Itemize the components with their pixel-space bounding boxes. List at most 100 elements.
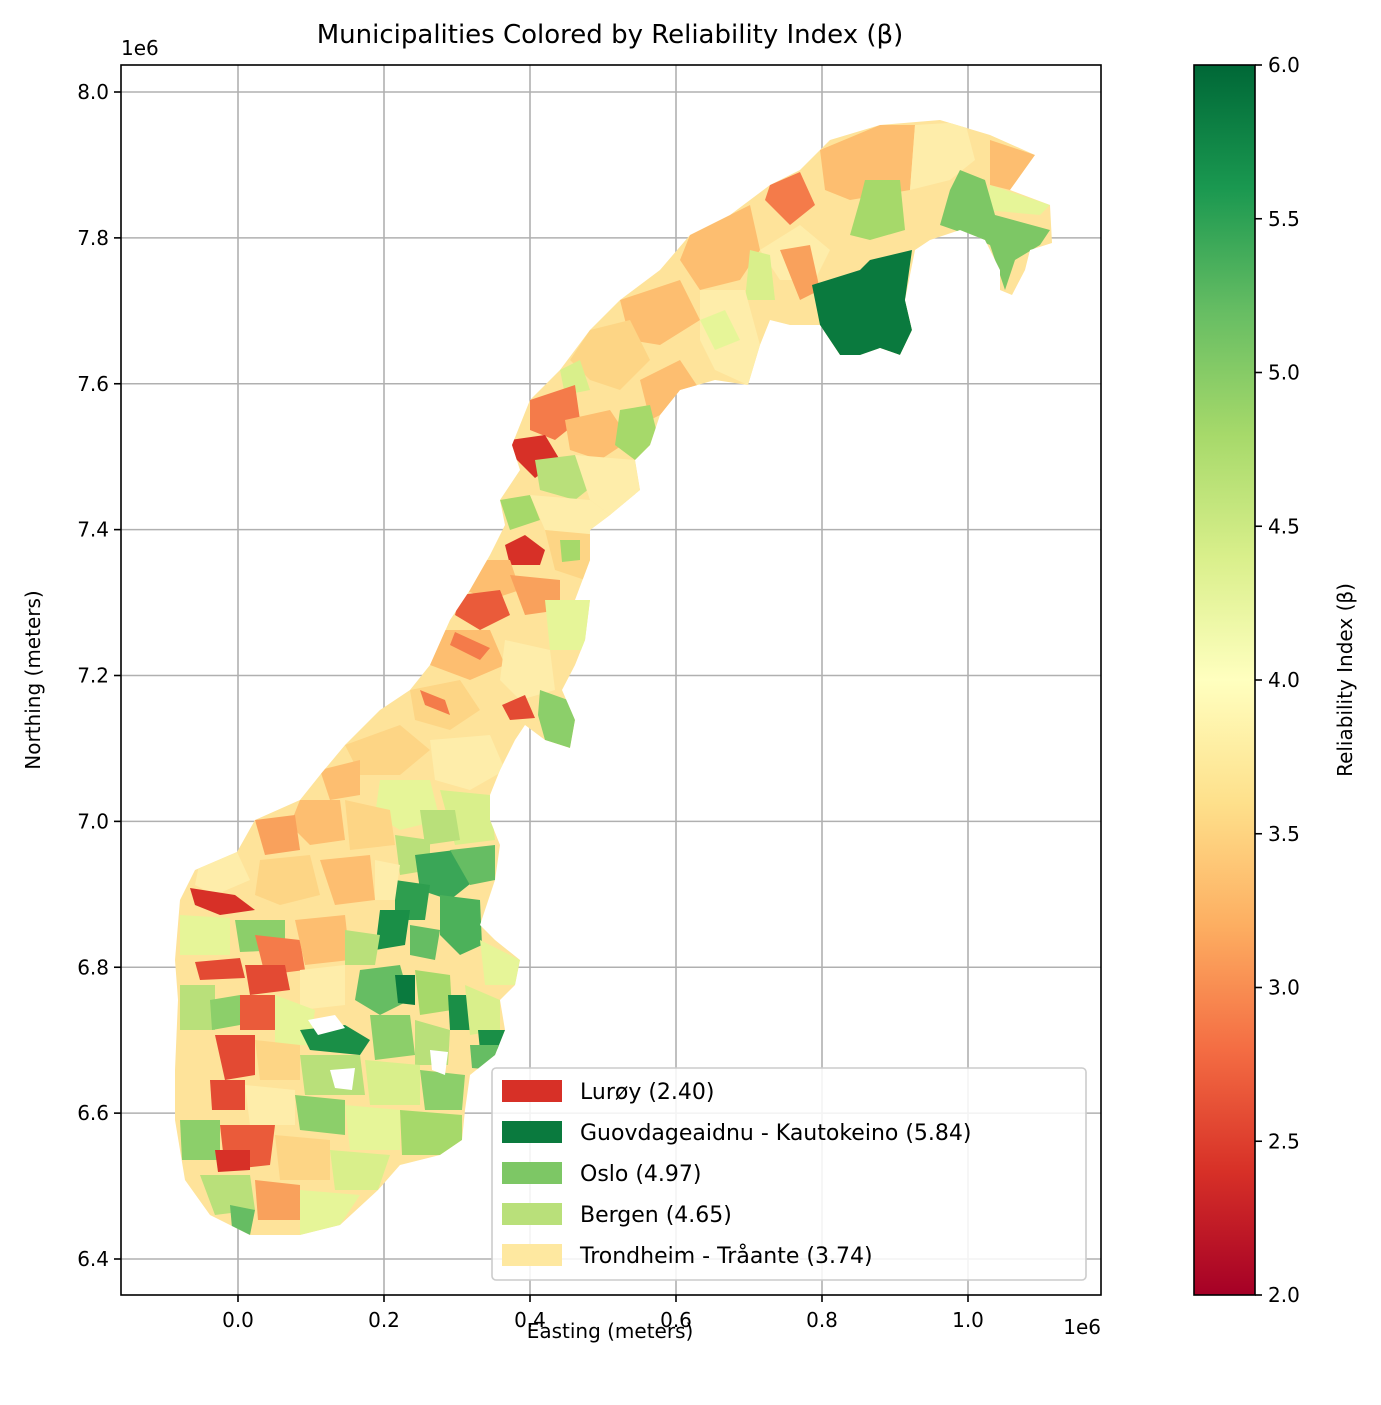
municipality-region [300,1190,360,1235]
legend-swatch [502,1121,562,1143]
legend-label: Trondheim - Tråante (3.74) [579,1243,873,1269]
municipality-region [345,1105,400,1150]
y-tick-label: 7.4 [77,518,109,542]
colorbar-gradient [1193,64,1256,1296]
municipality-region [180,915,230,955]
municipality-region [430,735,505,790]
municipality-region [180,985,215,1030]
municipality-region [940,170,1050,290]
norway-base [175,120,1052,1235]
municipality-region [320,855,375,905]
municipality-region [210,995,240,1030]
municipality-region [465,985,500,1035]
municipality-region [290,800,345,845]
municipality-region [530,495,610,535]
municipality-region-red [505,535,545,565]
colorbar-tick-label: 2.0 [1268,1283,1300,1307]
x-tick-label: 1.0 [952,1308,984,1332]
y-axis-offset-label: 1e6 [121,36,159,60]
lake-region [330,1068,355,1090]
municipality-region [395,975,415,1005]
municipality-region [295,915,350,965]
legend-items: Lurøy (2.40) Guovdageaidnu - Kautokeino (… [502,1080,972,1269]
municipality-region [255,855,320,905]
municipality-region [300,965,345,1010]
municipality-region [375,860,400,900]
municipality-region [538,690,575,748]
municipality-region [575,455,640,515]
municipality-region [200,1175,255,1215]
y-axis-label: Northing (meters) [21,590,45,769]
municipality-region [420,690,450,715]
colorbar-tick-label: 5.0 [1268,361,1300,385]
municipality-region [345,725,430,775]
colorbar-tick-label: 3.5 [1268,822,1300,846]
municipality-region [420,1070,465,1110]
municipality-region-red [190,888,255,915]
legend-label: Bergen (4.65) [580,1203,732,1228]
municipality-region [570,320,650,390]
municipality-region [780,245,820,300]
x-axis-ticks: 0.0 0.2 0.4 0.6 0.8 1.0 [222,1295,984,1332]
colorbar-tick-label: 5.5 [1268,207,1300,231]
x-tick-label: 0.4 [514,1308,546,1332]
x-axis-offset-label: 1e6 [1063,1315,1101,1339]
y-tick-label: 7.2 [77,664,109,688]
legend-swatch [502,1080,562,1102]
municipality-region [455,590,510,630]
legend-label: Oslo (4.97) [580,1162,702,1187]
municipality-region [850,180,905,240]
municipality-region [420,810,460,845]
municipality-region [410,925,440,960]
municipality-region [640,360,700,420]
y-tick-label: 6.6 [77,1101,109,1125]
municipality-region [180,1120,220,1160]
municipality-region [985,185,1050,215]
norway-map [175,120,1052,1235]
municipality-region [430,630,505,680]
municipality-region [365,1060,420,1105]
legend-swatch [502,1162,562,1184]
colorbar-tick-label: 2.5 [1268,1129,1300,1153]
y-axis-ticks: 6.4 6.6 6.8 7.0 7.2 7.4 7.6 7.8 8.0 [77,80,121,1271]
municipality-region-red [195,958,245,980]
municipality-region [545,600,590,650]
colorbar-tick-label: 4.0 [1268,668,1300,692]
municipality-region [215,1035,255,1080]
y-tick-label: 7.0 [77,809,109,833]
municipality-region [245,965,290,995]
municipality-region [230,1205,255,1235]
municipality-region [295,1095,345,1135]
colorbar-tick-label: 6.0 [1268,53,1300,77]
municipality-region [560,360,590,395]
x-axis-label: Easting (meters) [527,1319,694,1343]
axes-frame [120,64,1102,1296]
municipality-region [450,632,490,660]
municipality-region [415,970,452,1015]
municipality-region [330,1150,390,1190]
municipality-region [255,1180,300,1220]
lake-region [430,1050,448,1075]
x-tick-label: 0.8 [806,1308,838,1332]
legend-label: Lurøy (2.40) [580,1080,714,1105]
municipality-region [400,1110,462,1155]
municipality-region [990,140,1035,190]
chart-title: Municipalities Colored by Reliability In… [317,20,904,50]
colorbar: 2.0 2.5 3.0 3.5 4.0 4.5 5.0 5.5 6.0 Reliability … [1193,53,1357,1307]
legend-swatch [502,1244,562,1266]
municipality-region [255,1040,300,1080]
legend-swatch [502,1203,562,1225]
y-tick-label: 8.0 [77,80,109,104]
municipality-region [500,640,555,700]
municipality-region [240,995,275,1030]
municipality-region [620,280,700,345]
legend: Lurøy (2.40) Guovdageaidnu - Kautokeino (… [491,1067,1087,1281]
municipality-region [255,815,300,855]
municipality-region [440,895,482,955]
municipality-region [370,1015,415,1060]
x-tick-label: 0.6 [660,1308,692,1332]
municipality-region [745,250,775,300]
municipality-region [375,910,410,950]
municipality-region [450,845,495,885]
